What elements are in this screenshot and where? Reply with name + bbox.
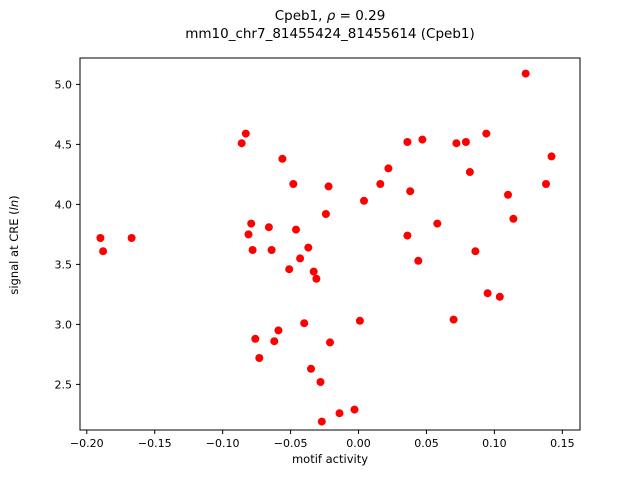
data-point (316, 378, 325, 386)
y-tick-label: 4.0 (55, 198, 73, 211)
data-point (360, 196, 368, 205)
plot-title-prefix: Cpeb1, (274, 8, 327, 24)
data-point (267, 246, 276, 254)
data-point (403, 138, 412, 146)
data-point (465, 168, 474, 176)
data-point (264, 223, 273, 232)
data-point (495, 292, 504, 301)
data-point (321, 210, 330, 218)
y-tick-label: 5.0 (55, 78, 73, 91)
data-point (127, 234, 136, 242)
data-point (241, 129, 250, 138)
x-tick-label: 0.15 (550, 437, 575, 450)
data-point (355, 316, 364, 325)
data-point (247, 219, 256, 228)
data-point (509, 214, 518, 223)
data-point (547, 152, 556, 161)
plot-frame (79, 57, 581, 431)
y-axis-label-suffix: ) (7, 195, 21, 200)
x-tick-label: −0.15 (138, 437, 172, 450)
data-point (255, 354, 264, 362)
data-point (96, 234, 105, 242)
data-point (452, 139, 461, 148)
data-point (317, 417, 326, 426)
x-tick-label: 0.05 (414, 437, 439, 450)
x-tick-label: 0.10 (482, 437, 507, 450)
data-point (99, 247, 108, 256)
plot-title-suffix: = 0.29 (335, 8, 386, 24)
data-point (335, 409, 344, 418)
data-point (312, 274, 321, 283)
data-point (300, 319, 309, 328)
y-axis-label-italic: ln (7, 199, 21, 211)
data-point (471, 247, 480, 256)
x-tick-label: −0.10 (206, 437, 240, 450)
data-point (433, 219, 442, 228)
data-point (406, 187, 415, 196)
plot-title-rho: ρ (326, 8, 336, 24)
data-point (403, 231, 412, 240)
y-axis-label-prefix: signal at CRE ( (7, 210, 21, 295)
y-axis-label: signal at CRE (ln) (7, 135, 21, 355)
y-tick-label: 3.5 (55, 258, 73, 271)
x-tick-label: −0.05 (274, 437, 308, 450)
data-point (304, 243, 313, 252)
x-axis-label: motif activity (291, 452, 369, 466)
data-point (285, 265, 294, 274)
y-tick-label: 2.5 (55, 378, 73, 391)
data-point (237, 139, 246, 148)
data-point (292, 225, 300, 234)
data-point (244, 230, 253, 239)
data-point (449, 315, 458, 324)
data-point (307, 364, 315, 373)
data-point (483, 289, 492, 298)
data-point (482, 129, 491, 138)
y-tick-label: 3.0 (55, 318, 73, 331)
data-point (504, 190, 512, 199)
data-point (289, 180, 298, 188)
data-point (521, 69, 530, 78)
plot-title: Cpeb1, ρ = 0.29 (80, 8, 580, 24)
data-point (461, 138, 470, 146)
data-point (350, 405, 359, 414)
data-point (414, 256, 423, 265)
data-point (248, 246, 257, 254)
x-tick-label: −0.20 (70, 437, 104, 450)
data-point (542, 180, 550, 188)
data-point (326, 338, 334, 347)
y-tick-label: 4.5 (55, 138, 73, 151)
data-point (384, 164, 393, 173)
x-tick-label: 0.00 (346, 437, 371, 450)
plot-subtitle: mm10_chr7_81455424_81455614 (Cpeb1) (185, 26, 475, 42)
data-point (418, 135, 427, 144)
data-point (278, 154, 287, 163)
data-point (274, 326, 283, 335)
data-point (296, 254, 305, 263)
data-point (251, 334, 260, 343)
data-point (324, 182, 333, 191)
data-point (376, 180, 385, 188)
data-point (270, 337, 279, 346)
data-point (309, 267, 318, 276)
